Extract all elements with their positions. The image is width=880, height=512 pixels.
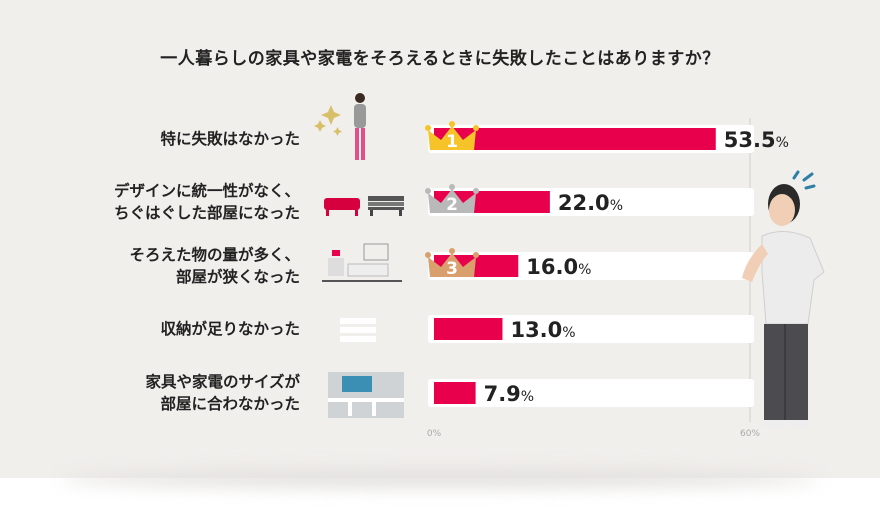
bar-value-label: 16.0% xyxy=(526,255,591,279)
crowded-room-illustration xyxy=(322,243,402,282)
rank-number: 1 xyxy=(446,132,458,152)
rank-number: 3 xyxy=(446,259,458,279)
crown-jewel xyxy=(473,252,479,258)
sparkle-icon xyxy=(333,127,342,136)
drawers-illustration xyxy=(340,318,376,342)
category-label-line: デザインに統一性がなく、 xyxy=(113,182,300,200)
category-label-line: そろえた物の量が多く、 xyxy=(129,246,300,264)
crown-jewel xyxy=(449,248,455,254)
crown-jewel xyxy=(473,125,479,131)
bar-track xyxy=(428,315,754,343)
rank-crown-icon xyxy=(428,253,476,277)
bar-chart: 53.5% 1 22.0% 2 16.0% 3 13.0% 7.9% 0% 60% xyxy=(425,118,789,439)
bar-value-label: 7.9% xyxy=(484,382,535,406)
crown-jewel xyxy=(425,188,431,194)
kitchen-illustration xyxy=(328,372,404,418)
category-label: そろえた物の量が多く、部屋が狭くなった xyxy=(129,244,300,288)
category-label-line: 家具や家電のサイズが xyxy=(145,373,300,391)
category-label: デザインに統一性がなく、 ちぐはぐした部屋になった xyxy=(114,180,300,224)
rank-number: 2 xyxy=(446,195,458,215)
bar xyxy=(434,128,716,150)
crown-jewel xyxy=(425,125,431,131)
category-label: 収納が足りなかった xyxy=(160,318,300,340)
axis-min-label: 0% xyxy=(427,429,442,439)
bar-track xyxy=(428,379,754,407)
bar xyxy=(434,382,476,404)
rank-crown-icon xyxy=(428,189,476,213)
bar-value-label: 13.0% xyxy=(510,318,575,342)
category-label-line: 収納が足りなかった xyxy=(160,320,300,338)
sparkle-icon xyxy=(314,120,326,132)
rank-crown-icon xyxy=(428,126,476,150)
sparkle-icon xyxy=(321,105,341,125)
category-label: 特に失敗はなかった xyxy=(160,128,300,150)
axis-max-label: 60% xyxy=(740,429,760,439)
bar xyxy=(434,318,503,340)
category-label-line: ちぐはぐした部屋になった xyxy=(113,204,300,222)
crown-jewel xyxy=(449,184,455,190)
crown-jewel xyxy=(449,121,455,127)
category-label-line: 部屋に合わなかった xyxy=(160,395,300,413)
bar-value-label: 22.0% xyxy=(558,191,623,215)
card-shadow xyxy=(60,470,820,488)
bar-value-label: 53.5% xyxy=(724,128,789,152)
mismatched-sofas-illustration xyxy=(324,196,404,216)
category-label-line: 特に失敗はなかった xyxy=(160,130,300,148)
crown-jewel xyxy=(473,188,479,194)
crown-jewel xyxy=(425,252,431,258)
confused-man-illustration xyxy=(742,170,825,428)
category-label: 家具や家電のサイズが部屋に合わなかった xyxy=(145,371,300,415)
chart-title: 一人暮らしの家具や家電をそろえるときに失敗したことはありますか？ xyxy=(160,49,720,69)
happy-woman-illustration xyxy=(314,93,366,160)
category-label-line: 部屋が狭くなった xyxy=(175,268,300,286)
